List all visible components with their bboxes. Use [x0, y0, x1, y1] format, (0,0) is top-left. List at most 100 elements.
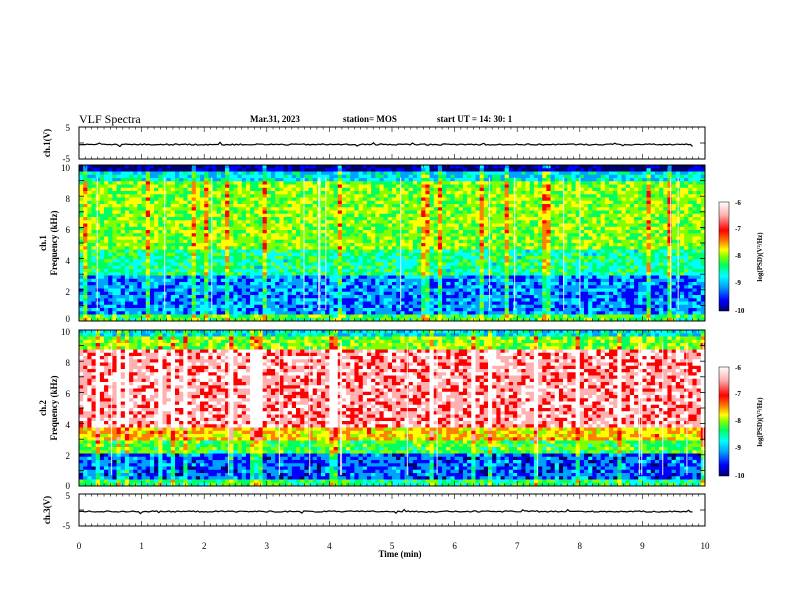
- ch1-spec-cell-4129: [437, 168, 443, 172]
- ch1-spec-cell-168: [91, 243, 97, 247]
- ch1-spec-cell-4101: [433, 233, 439, 237]
- ch1-spec-cell-619: [129, 304, 134, 309]
- ch1-spec-cell-2584: [300, 295, 305, 299]
- ch1-spec-cell-3463: [379, 187, 384, 192]
- ch1-spec-cell-3068: [341, 308, 347, 312]
- ch1-spec-cell-3901: [417, 207, 422, 211]
- ch1-spec-cell-2126: [262, 210, 268, 215]
- ch1-spec-cell-1266: [187, 223, 193, 228]
- ch1-spec-cell-3077: [346, 181, 351, 185]
- ch1-spec-cell-2222: [270, 210, 276, 215]
- ch1-spec-cell-398: [112, 210, 117, 215]
- ch1-spec-cell-2237: [270, 259, 276, 263]
- ch1-spec-cell-1394: [200, 171, 205, 176]
- ch1-spec-cell-3581: [387, 259, 393, 263]
- ch1-spec-cell-235: [95, 304, 101, 309]
- ch1-spec-cell-4057: [429, 246, 435, 250]
- ch1-spec-cell-295: [104, 187, 109, 192]
- ch1-spec-cell-1465: [204, 246, 209, 250]
- ch1-spec-cell-2360: [283, 191, 289, 195]
- ch1-spec-cell-856: [149, 295, 155, 299]
- ch1-spec-cell-1930: [245, 197, 251, 202]
- ch1-spec-cell-378: [108, 301, 113, 306]
- ch1-spec-cell-1894: [241, 236, 247, 241]
- ch1-spec-cell-1473: [204, 272, 209, 276]
- ch1-spec-cell-389: [112, 181, 117, 185]
- ch1-spec-cell-4445: [462, 259, 468, 263]
- ch1-spec-cell-108: [87, 204, 92, 208]
- ch1-spec-cell-1361: [195, 220, 201, 224]
- ch1-spec-cell-4072: [429, 295, 435, 299]
- ch1-spec-cell-1631: [216, 317, 222, 322]
- ch1-spec-cell-3641: [392, 298, 397, 302]
- ch1-spec-cell-1700: [225, 230, 230, 234]
- ch1-spec-cell-2117: [262, 181, 268, 185]
- ch1-spec-cell-1656: [220, 243, 226, 247]
- ch1-spec-cell-865: [154, 168, 159, 172]
- ch1-spec-cell-3927: [417, 291, 422, 296]
- ch1-spec-cell-1264: [187, 217, 193, 221]
- ch1-spec-cell-1903: [241, 265, 247, 270]
- ch1-spec-cell-3689: [396, 298, 401, 302]
- ch1-spec-cell-2220: [270, 204, 276, 208]
- ch1-spec-cell-341: [108, 181, 113, 185]
- ch1-spec-cell-3428: [375, 230, 380, 234]
- ch1-spec-cell-2706: [312, 223, 318, 228]
- ch1-spec-cell-2586: [300, 301, 305, 306]
- ch1-spec-cell-573: [124, 311, 130, 315]
- ch1-spec-cell-308: [104, 230, 109, 234]
- ch1-spec-cell-3508: [383, 178, 389, 182]
- ch1-spec-cell-1029: [166, 233, 172, 237]
- ch1-spec-cell-3635: [392, 278, 397, 283]
- ch1-spec-cell-1555: [212, 226, 218, 231]
- ch1-spec-cell-3947: [421, 200, 426, 205]
- ch1-spec-cell-2418: [287, 223, 293, 228]
- ch1-spec-cell-4472: [467, 191, 472, 195]
- ch1-spec-cell-1246: [183, 314, 188, 319]
- ch1-spec-cell-361: [108, 246, 113, 250]
- ch1-spec-cell-3065: [341, 298, 347, 302]
- ch1-spec-cell-1659: [220, 252, 226, 257]
- ch1-spec-cell-4276: [450, 178, 455, 182]
- ch1-spec-cell-4532: [471, 230, 476, 234]
- ch1-spec-cell-4441: [462, 246, 468, 250]
- ch1-spec-cell-4064: [429, 269, 435, 273]
- ch1-spec-cell-2406: [287, 184, 293, 189]
- ch1-spec-cell-1522: [208, 275, 213, 280]
- ch1-spec-cell-388: [112, 178, 117, 182]
- ch1-spec-cell-559: [124, 265, 130, 270]
- ch1-spec-cell-3802: [408, 197, 414, 202]
- ch1-spec-cell-4728: [487, 243, 493, 247]
- ch1-spec-cell-1640: [220, 191, 226, 195]
- ch1-spec-cell-1069: [170, 207, 176, 211]
- ch1-spec-cell-785: [145, 220, 151, 224]
- ch1-spec-cell-47: [79, 317, 84, 322]
- ch1-spec-cell-4073: [429, 298, 435, 302]
- ch1-spec-cell-2723: [312, 278, 318, 283]
- ch1-spec-cell-3607: [392, 187, 397, 192]
- ch1-spec-cell-2659: [308, 226, 314, 231]
- ch1-spec-cell-88: [83, 295, 88, 299]
- ch1-spec-cell-147: [91, 174, 97, 179]
- ch1-spec-cell-3812: [408, 230, 414, 234]
- ch1-spec-cell-4155: [437, 252, 443, 257]
- ch1-spec-cell-3021: [337, 311, 343, 315]
- ch1-spec-cell-3693: [396, 311, 401, 315]
- ch1-spec-cell-2947: [333, 226, 339, 231]
- ch1-spec-cell-11: [79, 200, 84, 205]
- ch1-spec-cell-2546: [300, 171, 305, 176]
- ch1-spec-cell-543: [124, 213, 130, 218]
- ch1-spec-cell-4042: [429, 197, 435, 202]
- ch1-spec-cell-4048: [429, 217, 435, 221]
- ch1-spec-cell-4434: [462, 223, 468, 228]
- ch1-spec-cell-2571: [300, 252, 305, 257]
- ch1-spec-cell-315: [104, 252, 109, 257]
- ch1-spec-cell-2641: [308, 168, 314, 172]
- ch1-spec-cell-871: [154, 187, 159, 192]
- ch1-spec-cell-552: [124, 243, 130, 247]
- ch1-spec-cell-2719: [312, 265, 318, 270]
- ch1-spec-cell-3041: [341, 220, 347, 224]
- ch1-spec-cell-2673: [308, 272, 314, 276]
- ch1-spec-cell-3853: [412, 207, 418, 211]
- ch1-spec-cell-3246: [358, 262, 364, 267]
